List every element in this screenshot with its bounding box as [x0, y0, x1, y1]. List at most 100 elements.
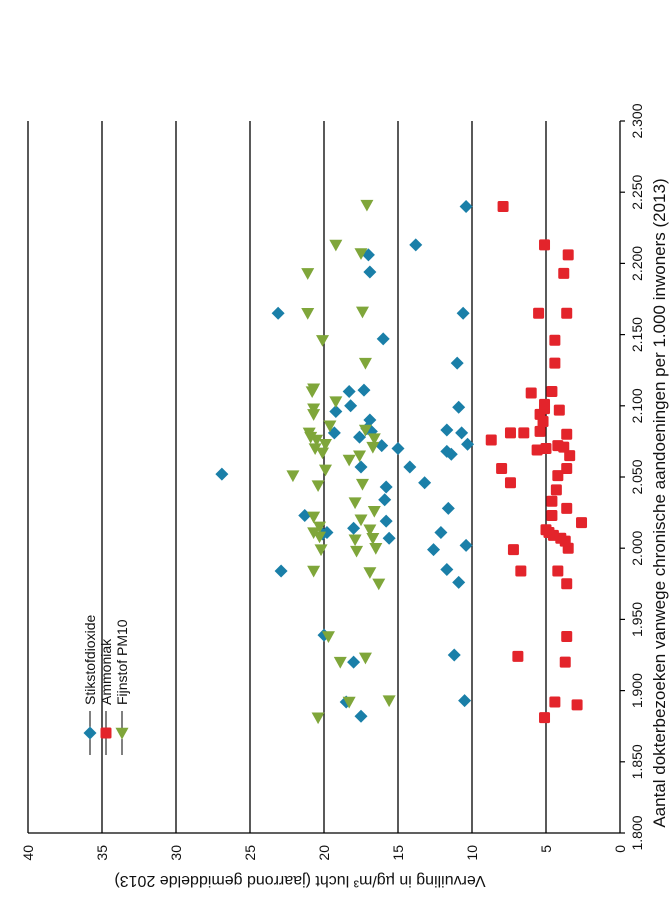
data-point	[344, 399, 358, 413]
data-point	[459, 538, 473, 552]
data-point	[441, 501, 455, 515]
y-tick-label: 10	[464, 845, 480, 861]
data-point	[354, 460, 368, 474]
data-point	[271, 306, 285, 320]
data-point	[342, 696, 356, 709]
y-tick-label: 5	[538, 845, 554, 853]
data-point	[576, 517, 588, 529]
data-point	[355, 306, 369, 319]
data-point	[363, 524, 377, 537]
data-point	[318, 464, 332, 477]
data-point	[507, 544, 519, 556]
data-point	[539, 239, 551, 251]
data-point	[376, 332, 390, 346]
axes	[28, 120, 625, 834]
data-point	[329, 396, 343, 409]
legend-marker	[100, 727, 112, 739]
data-point	[518, 427, 530, 439]
data-point	[308, 443, 322, 456]
y-tick-label: 40	[20, 845, 36, 861]
data-point	[357, 383, 371, 397]
x-axis-title: Aantal dokterbezoeken vanwege chronische…	[650, 178, 669, 827]
data-point	[363, 265, 377, 279]
data-point	[366, 533, 380, 545]
data-point	[382, 695, 396, 708]
data-point	[321, 631, 335, 643]
data-point	[302, 427, 316, 440]
y-tick-label: 15	[390, 845, 406, 861]
data-point	[367, 505, 381, 518]
legend-label: Stikstofdioxide	[82, 615, 98, 705]
data-point	[546, 495, 558, 507]
data-point	[366, 441, 380, 454]
data-point	[316, 447, 330, 460]
data-point	[549, 357, 561, 369]
legend-label: Ammoniak	[98, 638, 114, 705]
data-point	[512, 650, 524, 662]
data-point	[307, 403, 321, 416]
data-point	[546, 509, 558, 521]
data-point	[311, 712, 325, 725]
y-tick-label: 0	[612, 845, 628, 853]
data-point	[534, 425, 546, 437]
data-point	[360, 199, 374, 212]
data-point	[372, 578, 386, 591]
data-point	[450, 356, 464, 370]
data-point	[539, 398, 551, 410]
data-point	[391, 442, 405, 456]
x-tick-label: 2.300	[629, 103, 645, 138]
data-point	[427, 543, 441, 557]
data-point	[552, 565, 564, 577]
tick-labels: 0 5 10 15 20 25 30 35 40 1.800 1.850 1.900 1.950 2.00…	[20, 103, 645, 860]
legend-marker	[83, 726, 97, 740]
data-point	[418, 476, 432, 490]
data-point	[434, 526, 448, 540]
data-point	[552, 470, 564, 482]
data-point	[455, 426, 469, 440]
data-point	[440, 444, 454, 458]
data-point	[552, 440, 564, 452]
series-2	[286, 199, 396, 725]
data-point	[363, 567, 377, 579]
data-point	[286, 470, 300, 483]
data-point	[561, 462, 573, 474]
data-point	[347, 521, 361, 535]
y-tick-label: 30	[168, 845, 184, 861]
data-point	[458, 694, 472, 708]
data-point	[559, 656, 571, 668]
data-point	[342, 385, 356, 399]
x-tick-label: 1.950	[629, 602, 645, 637]
data-point	[550, 484, 562, 496]
data-point	[461, 437, 475, 451]
x-tick-label: 2.100	[629, 388, 645, 423]
data-point	[496, 462, 508, 474]
series-0	[215, 199, 475, 723]
data-point	[333, 656, 347, 669]
data-point	[382, 531, 396, 545]
data-point	[440, 423, 454, 437]
data-point	[353, 430, 367, 444]
data-point	[561, 502, 573, 514]
data-point	[456, 306, 470, 320]
x-tick-label: 1.850	[629, 744, 645, 779]
data-point	[379, 480, 393, 494]
data-point	[347, 655, 361, 669]
data-point	[546, 386, 558, 398]
data-points	[215, 199, 588, 725]
data-point	[452, 400, 466, 414]
x-tick-label: 1.900	[629, 673, 645, 708]
data-point	[525, 387, 537, 399]
data-point	[549, 334, 561, 346]
data-point	[561, 578, 573, 590]
data-point	[313, 521, 327, 534]
data-point	[440, 563, 454, 577]
data-point	[354, 248, 368, 260]
data-point	[540, 524, 552, 536]
data-point	[311, 480, 325, 493]
data-point	[353, 450, 367, 463]
data-point	[549, 696, 561, 708]
data-point	[348, 534, 362, 547]
data-point	[354, 709, 368, 723]
data-point	[379, 514, 393, 528]
